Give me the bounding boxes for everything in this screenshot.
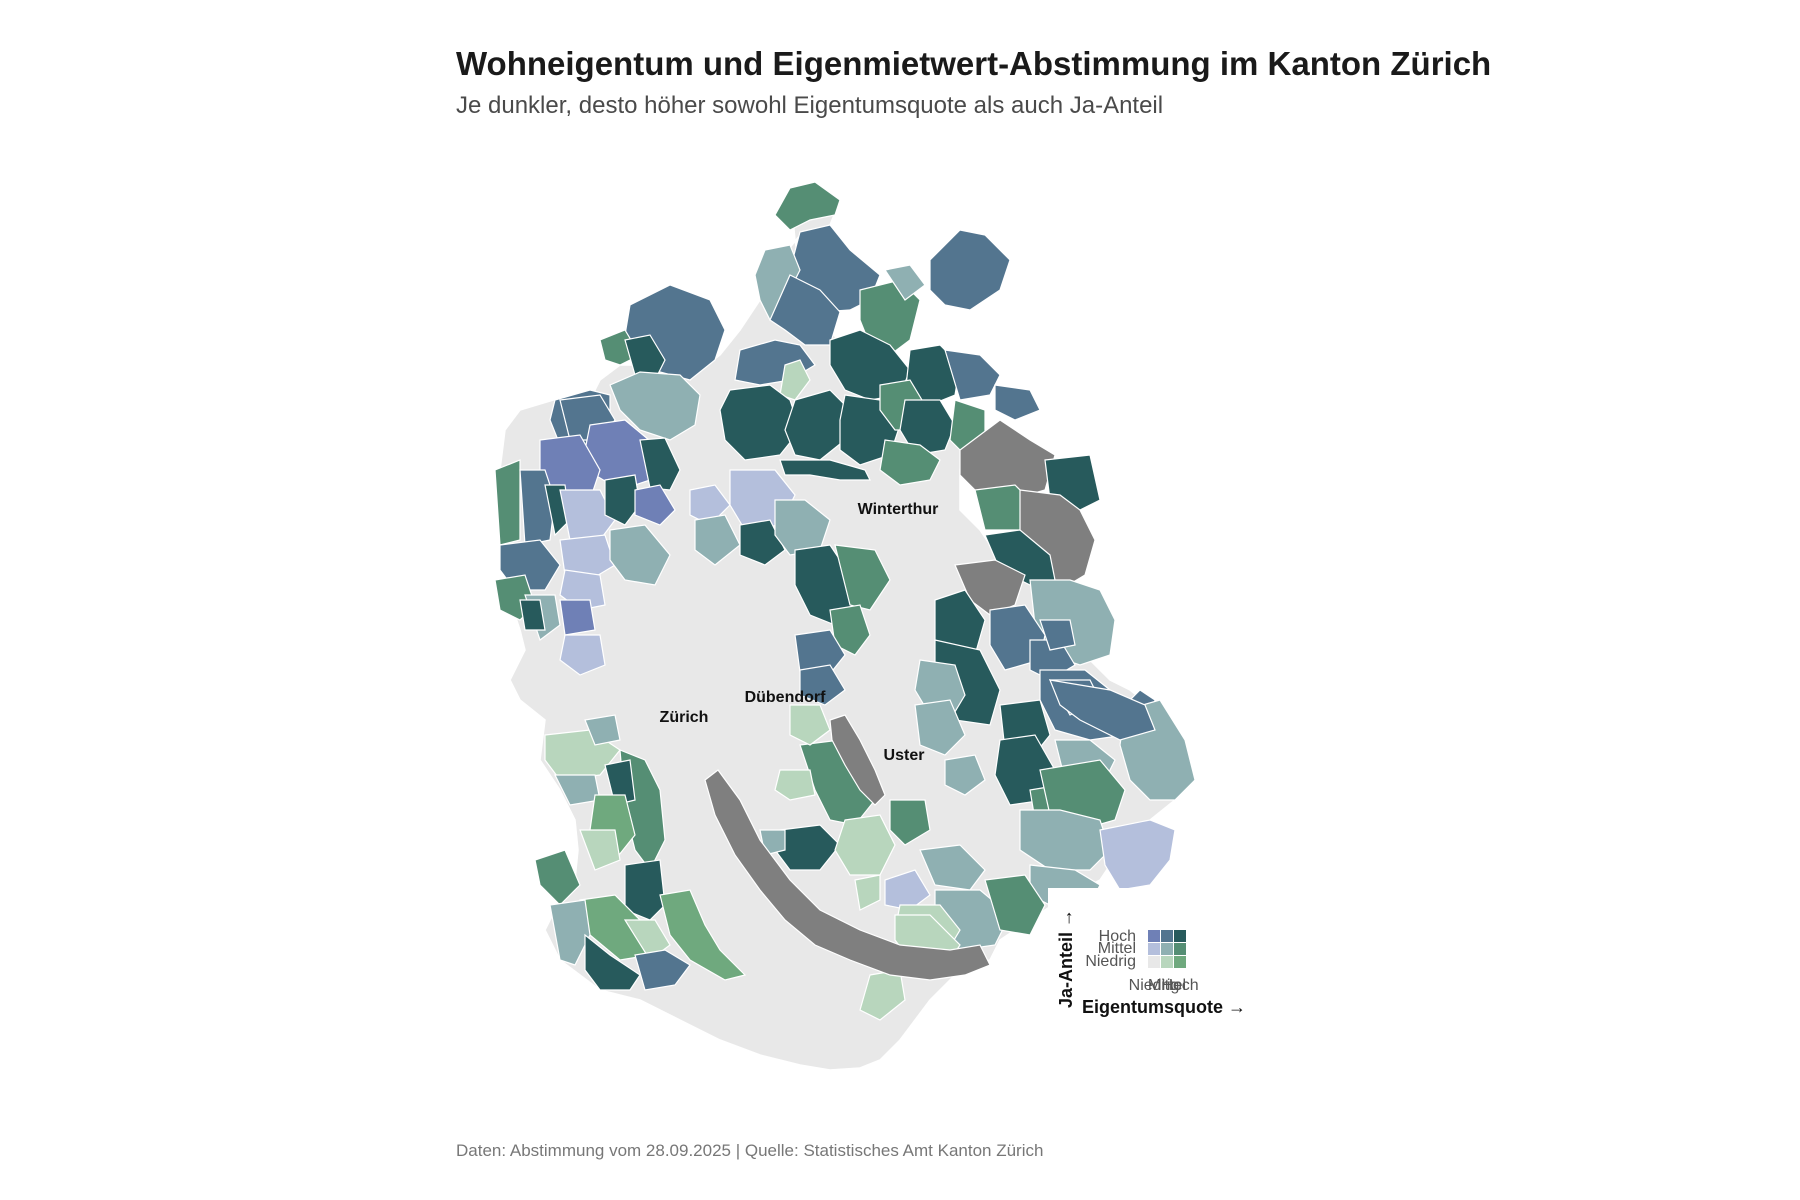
legend-x-level-hoch: Hoch bbox=[1161, 977, 1198, 994]
map-subtitle: Je dunkler, desto höher sowohl Eigentums… bbox=[456, 92, 1164, 119]
region-cs-8 bbox=[854, 874, 881, 911]
map-title: Wohneigentum und Eigenmietwert-Abstimmun… bbox=[456, 45, 1492, 82]
region-west-16 bbox=[559, 534, 616, 581]
region-north-4 bbox=[769, 274, 841, 346]
bivariate-legend: Hoch Mittel Niedrig Niedrig Mittel Hoch … bbox=[1048, 888, 1258, 1018]
region-central-2 bbox=[834, 544, 891, 611]
region-sw-13 bbox=[549, 899, 591, 966]
legend-cell-ja-hoch-eig-hoch bbox=[1174, 930, 1186, 942]
region-upper-14 bbox=[779, 459, 871, 481]
lake-zuerich bbox=[704, 769, 991, 981]
region-upper-2 bbox=[779, 359, 811, 401]
region-upper-8 bbox=[784, 389, 851, 461]
region-mid-3 bbox=[914, 699, 966, 756]
region-west-24 bbox=[559, 634, 606, 676]
region-se-7 bbox=[919, 844, 986, 891]
region-se-3 bbox=[1049, 679, 1156, 741]
region-north-7 bbox=[884, 264, 926, 301]
region-sw-6 bbox=[589, 794, 636, 861]
region-west-14 bbox=[739, 519, 786, 566]
region-east-1 bbox=[959, 419, 1056, 501]
lake-greifensee bbox=[829, 714, 886, 806]
region-sw-14 bbox=[584, 933, 641, 991]
region-sw-7 bbox=[579, 829, 621, 871]
city-label-zuerich: Zürich bbox=[660, 709, 709, 726]
region-sw-8 bbox=[534, 849, 581, 906]
legend-y-level-niedrig: Niedrig bbox=[1085, 953, 1136, 970]
region-north-1 bbox=[774, 181, 841, 231]
region-se-9 bbox=[984, 874, 1046, 936]
region-sw-11 bbox=[623, 919, 671, 961]
legend-cell-ja-mittel-eig-mittel bbox=[1161, 943, 1173, 955]
region-sw-3 bbox=[584, 714, 621, 746]
region-west-22 bbox=[559, 599, 596, 636]
legend-cell-ja-mittel-eig-niedrig bbox=[1148, 943, 1160, 955]
region-west-13 bbox=[694, 514, 741, 566]
region-west-4 bbox=[639, 437, 681, 491]
region-west-11 bbox=[689, 484, 731, 526]
city-label-winterthur: Winterthur bbox=[858, 501, 939, 518]
legend-x-level-mittel: Mittel bbox=[1148, 977, 1186, 994]
legend-cell-ja-niedrig-eig-hoch bbox=[1174, 956, 1186, 968]
legend-y-level-hoch: Hoch bbox=[1099, 928, 1136, 945]
legend-y-level-mittel: Mittel bbox=[1098, 940, 1136, 957]
data-source-note: Daten: Abstimmung vom 28.09.2025 | Quell… bbox=[456, 1141, 1044, 1160]
legend-cell-ja-hoch-eig-mittel bbox=[1161, 930, 1173, 942]
region-west-10 bbox=[634, 484, 676, 526]
region-cs-7 bbox=[889, 799, 931, 846]
region-west-5 bbox=[494, 459, 521, 546]
region-mid-2 bbox=[799, 664, 846, 706]
city-label-uster: Uster bbox=[884, 747, 925, 764]
region-sw-9 bbox=[624, 859, 666, 921]
region-sw-15 bbox=[634, 949, 691, 991]
legend-y-axis-label: Ja-Anteil → bbox=[1056, 909, 1076, 1008]
region-mid-8 bbox=[1039, 619, 1076, 651]
legend-x-axis-label: Eigentumsquote → bbox=[1082, 997, 1246, 1017]
region-cs-2 bbox=[789, 704, 831, 746]
region-north-11 bbox=[609, 371, 701, 441]
legend-cell-ja-hoch-eig-niedrig bbox=[1148, 930, 1160, 942]
legend-cell-ja-mittel-eig-hoch bbox=[1174, 943, 1186, 955]
region-north-6 bbox=[929, 229, 1011, 311]
region-west-9 bbox=[604, 474, 641, 526]
legend-x-level-niedrig: Niedrig bbox=[1129, 977, 1180, 994]
legend-cell-ja-niedrig-eig-niedrig bbox=[1148, 956, 1160, 968]
region-se-5 bbox=[1099, 819, 1176, 891]
region-north-10 bbox=[624, 334, 666, 381]
region-upper-13 bbox=[879, 439, 941, 486]
region-west-17 bbox=[609, 524, 671, 586]
region-central-4 bbox=[794, 629, 846, 681]
region-sw-12 bbox=[659, 889, 747, 981]
region-west-8 bbox=[559, 489, 616, 541]
region-sw-5 bbox=[604, 759, 636, 806]
region-mid-9 bbox=[944, 754, 986, 796]
region-upper-7 bbox=[719, 384, 801, 461]
region-se-10 bbox=[884, 869, 931, 911]
region-upper-11 bbox=[899, 399, 956, 456]
city-label-duebendorf: Dübendorf bbox=[745, 689, 827, 706]
region-se-4 bbox=[1019, 809, 1111, 871]
region-cs-3 bbox=[774, 769, 816, 801]
region-west-23 bbox=[519, 599, 546, 631]
legend-cell-ja-niedrig-eig-mittel bbox=[1161, 956, 1173, 968]
region-upper-6 bbox=[994, 384, 1041, 421]
